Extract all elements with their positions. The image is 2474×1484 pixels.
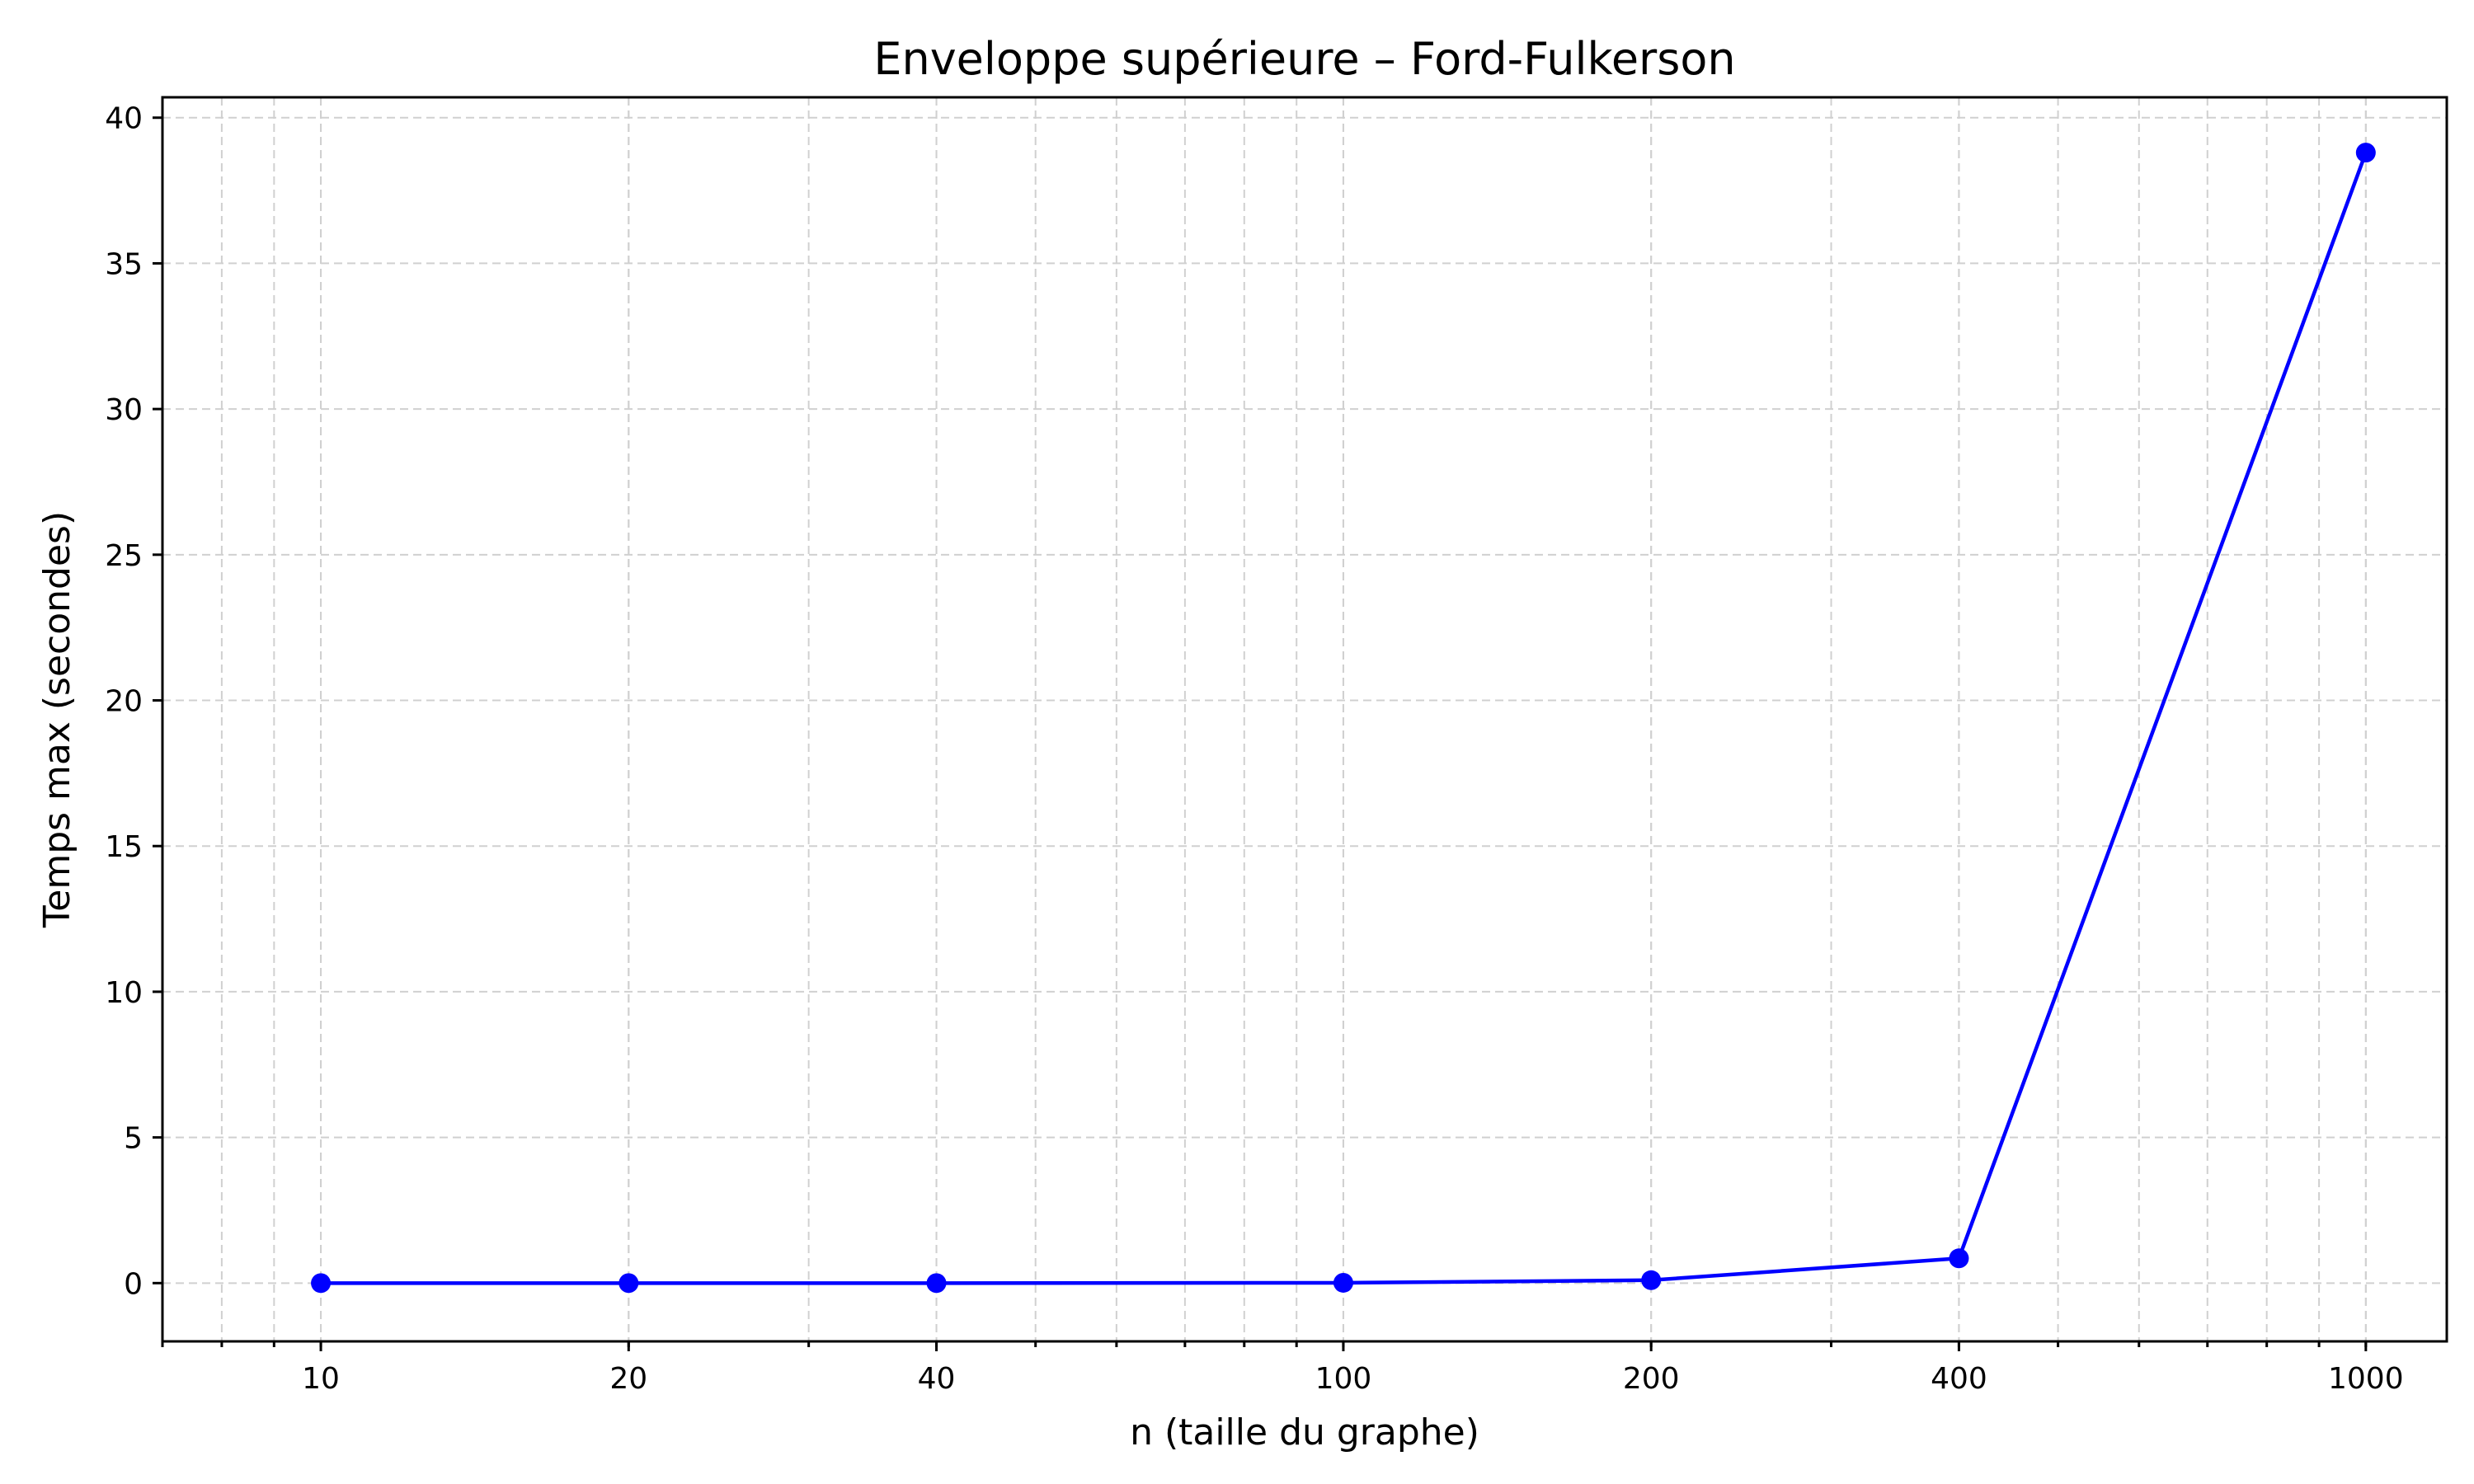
series-layer: [311, 143, 2376, 1294]
grid: [162, 97, 2447, 1341]
y-tick-label: 35: [105, 247, 143, 281]
x-tick-label: 10: [302, 1362, 340, 1396]
y-tick-label: 0: [124, 1267, 143, 1301]
chart-title: Enveloppe supérieure – Ford-Fulkerson: [873, 33, 1735, 85]
x-axis-label: n (taille du graphe): [1130, 1411, 1479, 1453]
data-point: [1333, 1272, 1353, 1293]
y-tick-label: 40: [105, 102, 143, 136]
plot-frame: [161, 96, 2448, 1343]
y-tick-label: 15: [105, 830, 143, 864]
data-point: [1949, 1248, 1969, 1269]
x-tick-label: 1000: [2328, 1362, 2404, 1396]
x-tick-label: 100: [1315, 1362, 1372, 1396]
y-tick-label: 5: [124, 1122, 143, 1156]
y-tick-label: 20: [105, 685, 143, 719]
y-axis-label: Temps max (secondes): [36, 511, 78, 928]
x-tick-label: 200: [1623, 1362, 1680, 1396]
data-point: [2355, 143, 2376, 163]
x-tick-label: 400: [1931, 1362, 1987, 1396]
y-tick-label: 10: [105, 976, 143, 1010]
data-point: [618, 1273, 639, 1294]
x-tick-label: 20: [609, 1362, 647, 1396]
x-tick-label: 40: [918, 1362, 956, 1396]
y-tick-label: 30: [105, 393, 143, 427]
y-tick-label: 25: [105, 539, 143, 573]
data-point: [311, 1273, 332, 1294]
data-point: [926, 1273, 947, 1294]
data-point: [1641, 1270, 1662, 1290]
axis-ticks: 10 20 40 100 200 400 1000 0 5 10 15 20 25 30 35 40: [105, 102, 2403, 1396]
